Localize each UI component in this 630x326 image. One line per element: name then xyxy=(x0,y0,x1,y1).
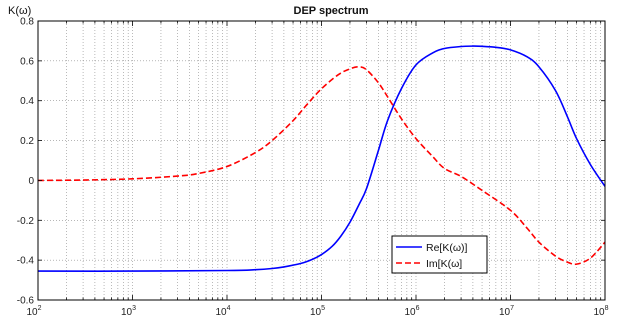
x-tick-label: 102 xyxy=(26,305,41,318)
x-tick-label: 107 xyxy=(499,305,514,318)
x-tick-label: 106 xyxy=(404,305,419,318)
ticks xyxy=(37,20,606,301)
chart-title: DEP spectrum xyxy=(294,5,369,17)
x-tick-labels: 102 103 104 105 106 107 108 xyxy=(26,305,608,318)
series-layer xyxy=(37,45,606,272)
y-tick-label: 0 xyxy=(28,176,34,187)
y-tick-label: -0.4 xyxy=(17,256,35,267)
y-tick-label: -0.2 xyxy=(17,216,35,227)
legend-label-re: Re[K(ω)] xyxy=(426,242,468,254)
series-line-re xyxy=(37,45,606,272)
x-tick-label: 103 xyxy=(121,305,136,318)
x-tick-label: 105 xyxy=(310,305,325,318)
y-tick-label: 0.8 xyxy=(20,17,34,28)
x-tick-label: 108 xyxy=(593,305,608,318)
legend-label-im: Im[K(ω] xyxy=(426,258,462,270)
x-tick-label: 104 xyxy=(215,305,230,318)
y-tick-label: 0.4 xyxy=(20,96,34,107)
legend: Re[K(ω)] Im[K(ω] xyxy=(391,235,488,274)
y-tick-label: -0.6 xyxy=(17,296,35,307)
grid xyxy=(38,21,605,300)
y-tick-labels: -0.6 -0.4 -0.2 0 0.2 0.4 0.6 0.8 xyxy=(17,17,35,307)
series-line-im xyxy=(37,66,606,266)
legend-box xyxy=(391,235,488,274)
y-axis-label: K(ω) xyxy=(8,5,31,17)
y-tick-label: 0.6 xyxy=(20,56,34,67)
y-tick-label: 0.2 xyxy=(20,136,34,147)
